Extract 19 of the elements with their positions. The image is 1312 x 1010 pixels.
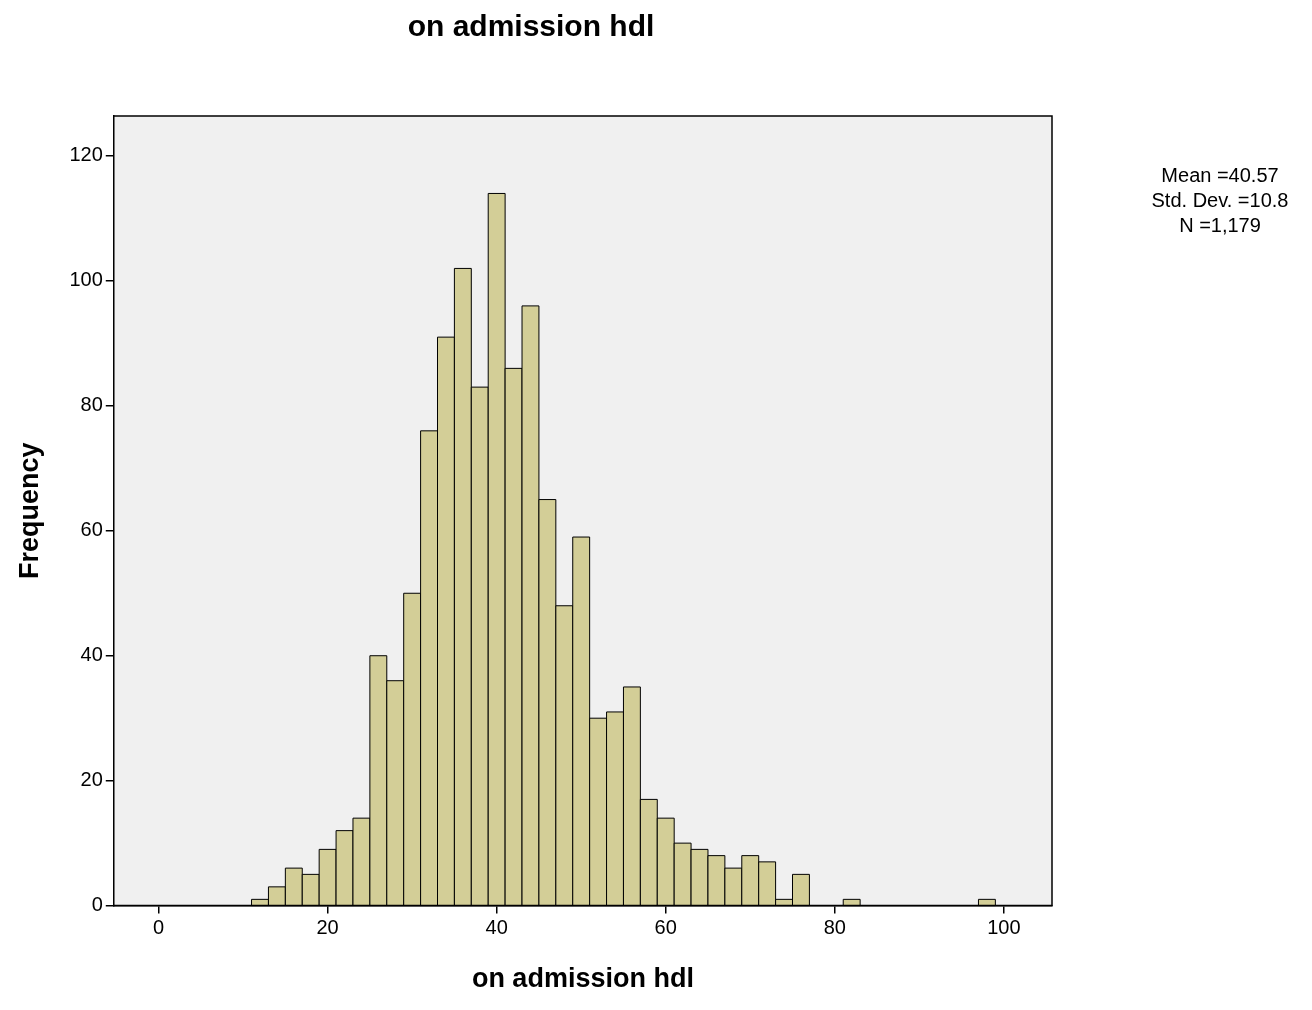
text: Mean =40.57 [1161, 163, 1279, 186]
text: N =1,179 [1179, 213, 1261, 236]
y-tick-label: 20 [80, 768, 103, 791]
text: Std. Dev. =10.8 [1151, 188, 1289, 211]
y-tick-label: 0 [91, 893, 103, 916]
y-tick-label: 120 [69, 143, 103, 166]
x-tick-label: 100 [987, 916, 1021, 939]
y-axis-title: Frequency [13, 442, 44, 580]
x-tick-label: 0 [153, 916, 165, 939]
chart-title: on admission hdl [407, 9, 655, 43]
x-tick-label: 60 [654, 916, 677, 939]
x-axis-title: on admission hdl [471, 963, 694, 994]
y-tick-label: 100 [69, 268, 103, 291]
x-tick-label: 80 [823, 916, 846, 939]
y-tick-label: 40 [80, 643, 103, 666]
y-tick-label: 80 [80, 393, 103, 416]
y-tick-label: 60 [80, 518, 103, 541]
x-tick-label: 20 [316, 916, 339, 939]
x-tick-label: 40 [485, 916, 508, 939]
